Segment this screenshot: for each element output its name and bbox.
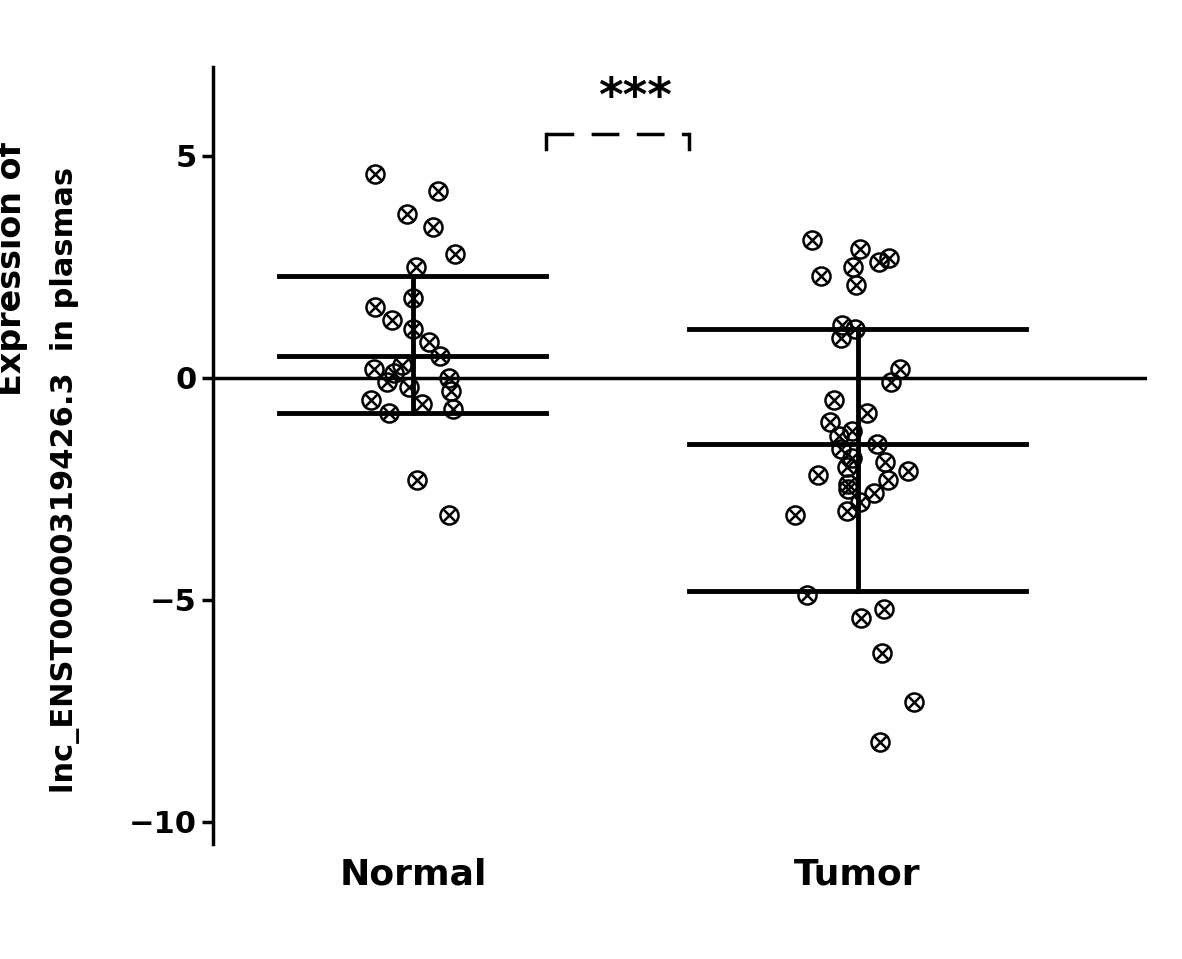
Text: lnc_ENST00000319426.3  in plasmas: lnc_ENST00000319426.3 in plasmas bbox=[50, 167, 80, 792]
Text: Tumor: Tumor bbox=[794, 857, 921, 891]
Text: ***: *** bbox=[598, 76, 673, 121]
Text: Normal: Normal bbox=[339, 857, 487, 891]
Text: Expression of: Expression of bbox=[0, 142, 28, 395]
